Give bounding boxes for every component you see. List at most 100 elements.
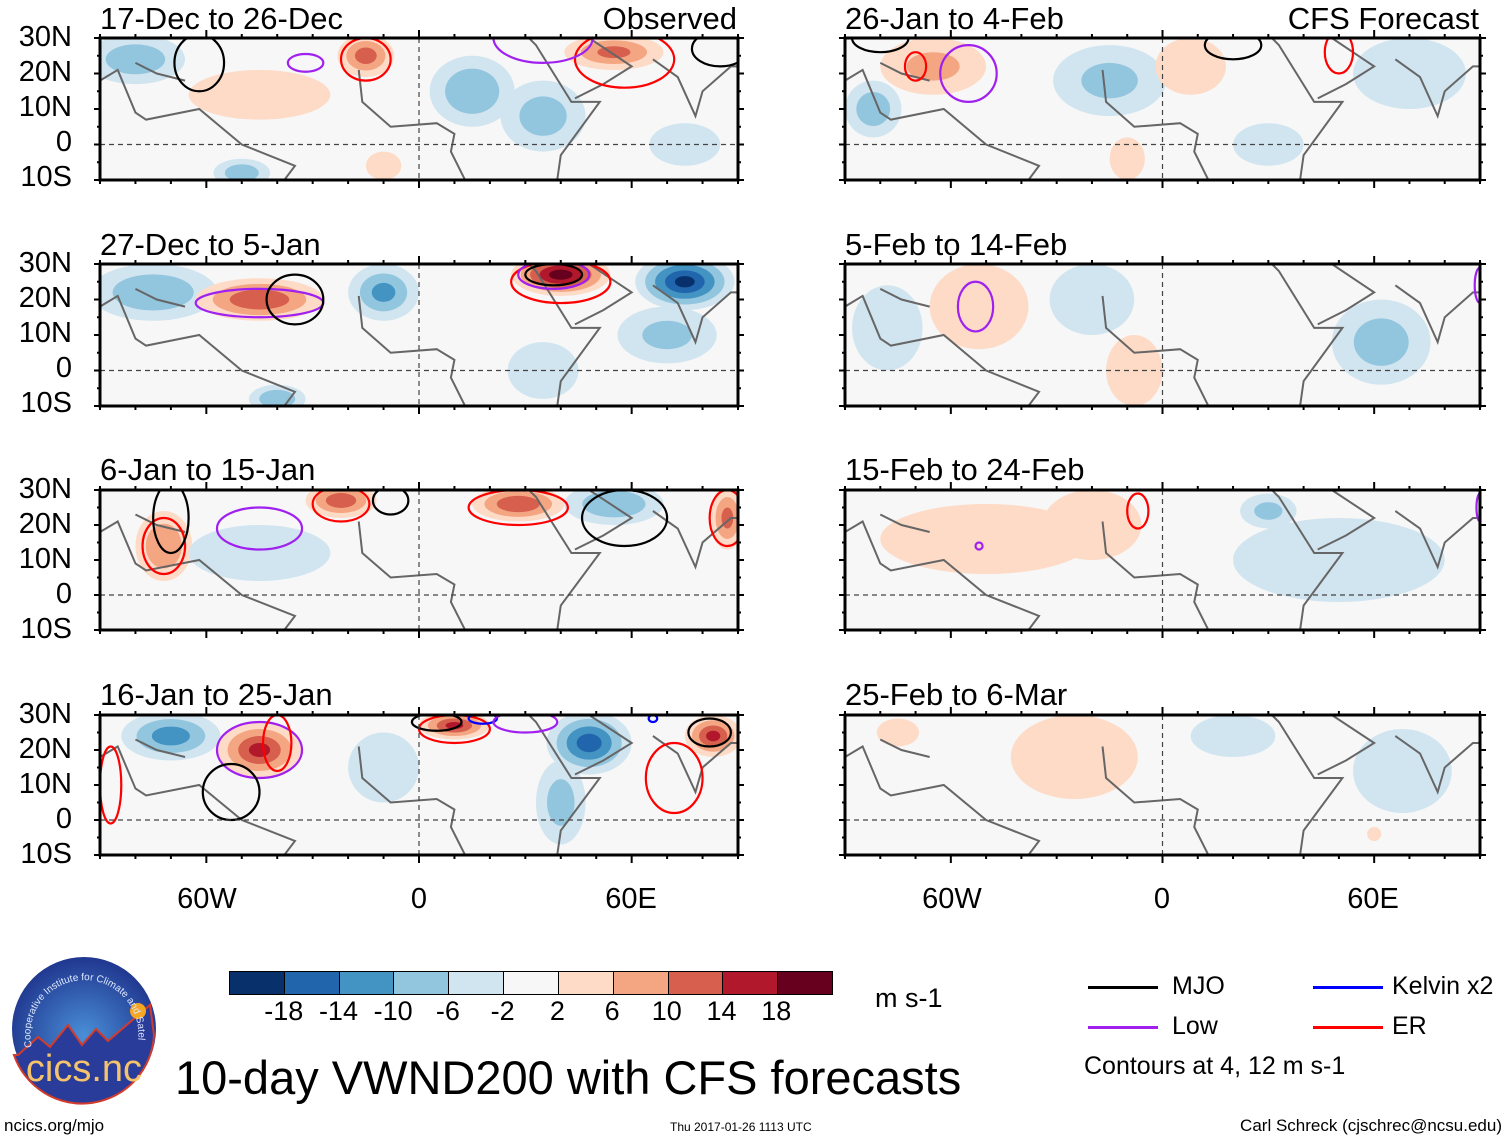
logo-sun (130, 1003, 146, 1019)
contour-er (261, 715, 293, 773)
coastline-4 (1394, 735, 1480, 795)
legend-label-er: ER (1392, 1012, 1427, 1040)
panel-title-0: 17-Dec to 26-Dec (100, 1, 343, 36)
coastline-2 (1197, 264, 1345, 406)
colorbar-tick-label: -6 (435, 996, 460, 1026)
contour-mjo (690, 38, 738, 68)
colorbar-swatch (777, 972, 832, 994)
contour-er (339, 38, 392, 82)
contour-mjo (201, 762, 261, 822)
colorbar-swatch (393, 972, 449, 994)
anomaly-1-level-2 (229, 289, 290, 310)
contour-low (492, 38, 594, 64)
map-panel-5 (839, 256, 1486, 414)
coastline-2 (1197, 715, 1345, 855)
observed-label: Observed (602, 1, 737, 36)
coastline-4 (1394, 58, 1480, 120)
footer-timestamp: Thu 2017-01-26 1113 UTC (670, 1120, 812, 1134)
anomaly-2-level-2 (496, 495, 540, 513)
anomaly-4-level-0 (1233, 518, 1445, 602)
coastline-1 (357, 746, 466, 855)
coastline-3 (574, 715, 634, 776)
map-panel-4 (839, 30, 1486, 188)
coastline-2 (454, 38, 602, 180)
anomaly-1-level-0 (1042, 490, 1142, 560)
contour-mjo (152, 490, 190, 555)
anomaly-5-level-2 (597, 46, 631, 59)
legend-label-kelvin: Kelvin x2 (1392, 972, 1494, 1000)
x-tick-label-60w-left: 60W (177, 883, 237, 915)
contour-low (215, 506, 304, 551)
anomaly-5-level-0 (1353, 38, 1466, 109)
contour-kelvin-x2 (467, 715, 499, 725)
y-tick-label: 10N (18, 91, 72, 123)
anomaly-0-level-1 (105, 44, 166, 75)
x-tick-label-60e-left: 60E (605, 883, 657, 915)
anomaly-2-level-1 (1081, 62, 1138, 99)
footer-url: ncics.org/mjo (4, 1116, 105, 1135)
panel-title-5: 5-Feb to 14-Feb (845, 227, 1068, 262)
anomaly-4-level-1 (546, 779, 575, 826)
coastline-0 (100, 520, 297, 630)
x-tick-label-0-right: 0 (1153, 883, 1171, 915)
colorbar (229, 971, 833, 995)
colorbar-tick-label: 2 (549, 996, 565, 1026)
x-tick-label-60e-right: 60E (1347, 883, 1399, 915)
legend-label-low: Low (1172, 1012, 1218, 1040)
coastline-1 (357, 295, 466, 406)
colorbar-tick-label: 18 (761, 996, 792, 1026)
y-tick-label: 30N (18, 473, 72, 505)
coastline-1 (1101, 521, 1210, 630)
coastline-0 (100, 745, 297, 855)
colorbar-swatch (283, 972, 339, 994)
colorbar-swatch (448, 972, 504, 994)
coastline-3 (574, 38, 634, 100)
contour-mjo (580, 490, 669, 548)
contour-mjo (850, 38, 910, 54)
colorbar-tick-label: -2 (490, 996, 515, 1026)
coastline-3 (574, 490, 634, 551)
anomaly-4-level-1 (519, 96, 567, 136)
contour-er (1126, 492, 1150, 530)
anomaly-3-level-0 (1049, 264, 1135, 335)
y-tick-label: 0 (55, 803, 72, 835)
colorbar-units: m s-1 (875, 983, 943, 1013)
legend-line-low (1088, 1026, 1158, 1029)
contour-mjo (265, 273, 325, 326)
contour-er (644, 741, 704, 815)
coastline-0 (845, 294, 1041, 406)
coastline-1 (1101, 69, 1210, 180)
contour-er (141, 516, 187, 576)
anomaly-2-level-2 (354, 47, 377, 64)
anomaly-0-level-1 (906, 52, 960, 81)
logo-text: cics.nc (26, 1048, 142, 1090)
legend-line-mjo (1088, 986, 1158, 989)
coastline-2 (454, 715, 602, 855)
y-tick-label: 10S (20, 838, 72, 870)
map-panel-6 (839, 482, 1486, 638)
panel-title-4: 26-Jan to 4-Feb (845, 1, 1064, 36)
coastline-1 (1101, 295, 1210, 406)
colorbar-swatch (612, 972, 668, 994)
coastline-2 (454, 264, 602, 406)
colorbar-swatch (338, 972, 394, 994)
coastline-3 (1317, 490, 1377, 551)
anomaly-2-level-1 (1254, 502, 1283, 520)
panel-title-1: 27-Dec to 5-Jan (100, 227, 321, 262)
contour-low (1475, 492, 1480, 523)
y-tick-label: 20N (18, 282, 72, 314)
coastline-3 (1317, 264, 1377, 326)
y-tick-label: 10S (20, 387, 72, 419)
colorbar-tick-label: -14 (318, 996, 358, 1026)
map-panel-1 (94, 256, 744, 414)
map-panel-2 (94, 482, 744, 638)
coastline-5 (135, 738, 186, 758)
footer-author: Carl Schreck (cjschrec@ncsu.edu) (1240, 1116, 1502, 1135)
colorbar-swatch (722, 972, 778, 994)
anomaly-2-level-2 (371, 282, 396, 302)
coastline-1 (357, 521, 466, 630)
x-tick-label-60w-right: 60W (922, 883, 982, 915)
coastline-5 (879, 287, 930, 308)
contour-low (215, 720, 304, 780)
legend-label-mjo: MJO (1172, 972, 1225, 1000)
